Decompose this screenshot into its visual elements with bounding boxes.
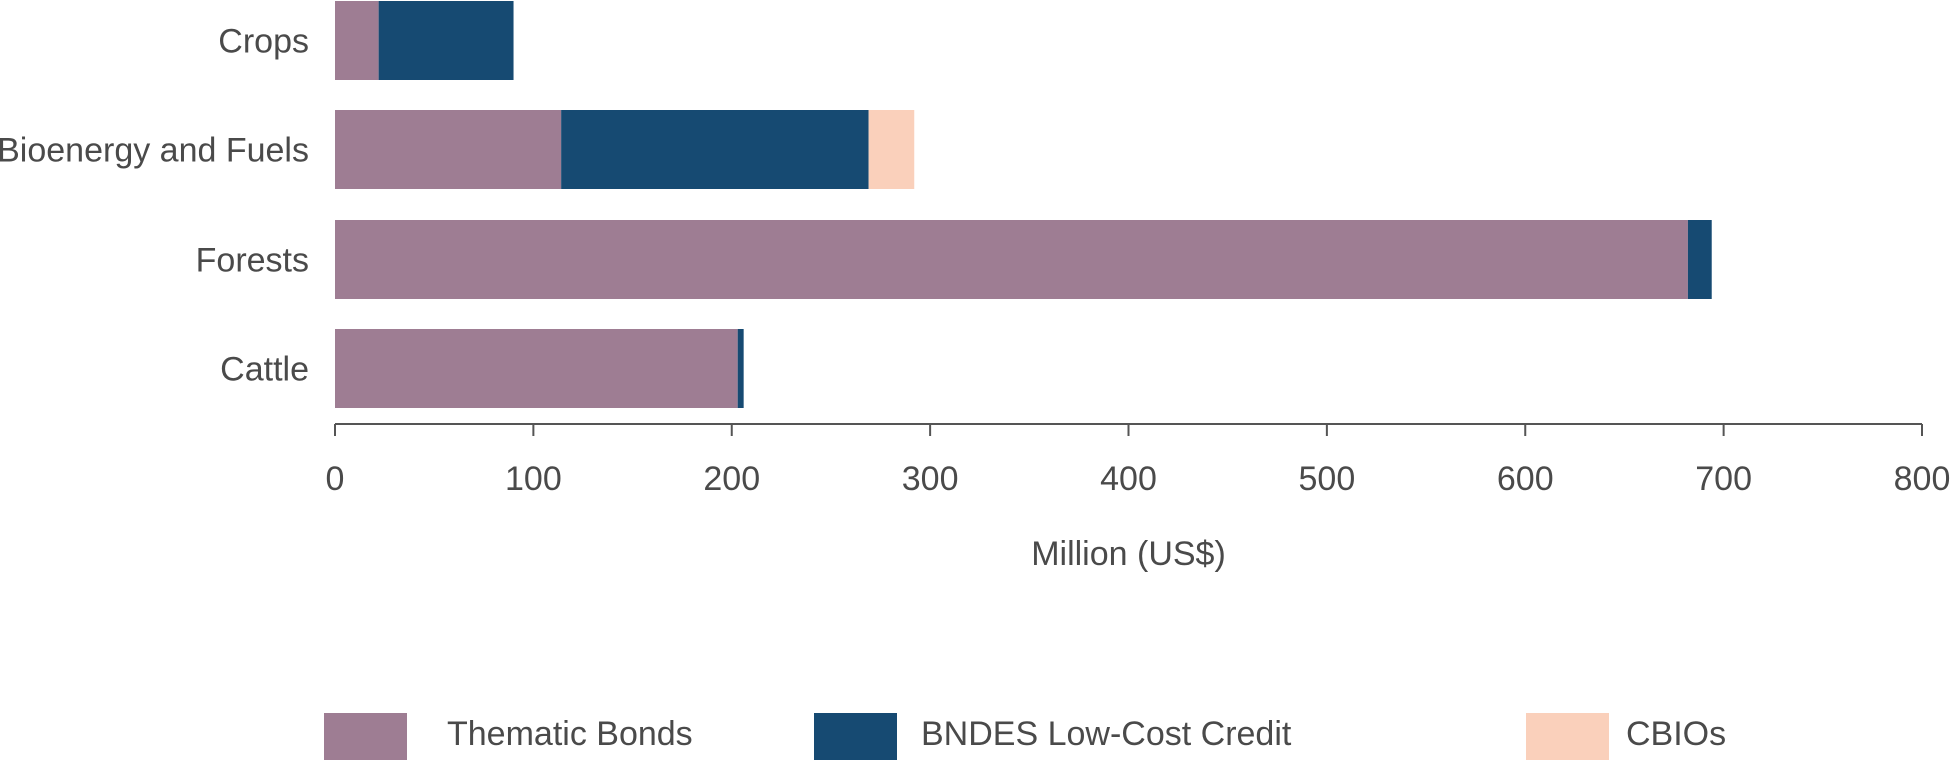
legend-label-3: CBIOs (1626, 715, 1726, 753)
category-label: Bioenergy and Fuels (0, 132, 309, 170)
bar-crops-series-1 (335, 1, 379, 80)
bar-bioenergy-and-fuels-series-3 (868, 110, 915, 189)
x-tick-label: 200 (703, 460, 760, 498)
category-labels: Crops Bioenergy and Fuels Forests Cattle (0, 23, 309, 389)
x-tick-label: 100 (505, 460, 562, 498)
bar-cattle-series-2 (737, 329, 744, 408)
x-tick-label: 700 (1695, 460, 1752, 498)
x-tick-label: 500 (1299, 460, 1356, 498)
x-axis-title: Million (US$) (1031, 535, 1226, 573)
bar-forests-series-1 (335, 220, 1688, 299)
x-tick-label: 600 (1497, 460, 1554, 498)
category-label: Crops (218, 23, 309, 61)
bars-group (335, 1, 1712, 408)
x-tick-label: 800 (1894, 460, 1951, 498)
x-tick-label: 300 (902, 460, 959, 498)
bar-bioenergy-and-fuels-series-1 (335, 110, 562, 189)
category-label: Forests (196, 242, 309, 280)
legend-swatch-3 (1526, 713, 1609, 760)
category-label: Cattle (220, 351, 309, 389)
legend-swatch-1 (324, 713, 407, 760)
bar-crops-series-2 (378, 1, 514, 80)
bar-forests-series-2 (1687, 220, 1712, 299)
bar-bioenergy-and-fuels-series-2 (561, 110, 869, 189)
legend-label-2: BNDES Low-Cost Credit (921, 715, 1292, 753)
legend-label-1: Thematic Bonds (447, 715, 693, 753)
x-tick-label: 0 (326, 460, 345, 498)
legend: Thematic Bonds BNDES Low-Cost Credit CBIOs (324, 713, 1726, 760)
legend-swatch-2 (814, 713, 897, 760)
x-tick-label: 400 (1100, 460, 1157, 498)
bar-cattle-series-1 (335, 329, 738, 408)
x-axis: 0 100 200 300 400 500 600 700 800 (326, 423, 1951, 498)
